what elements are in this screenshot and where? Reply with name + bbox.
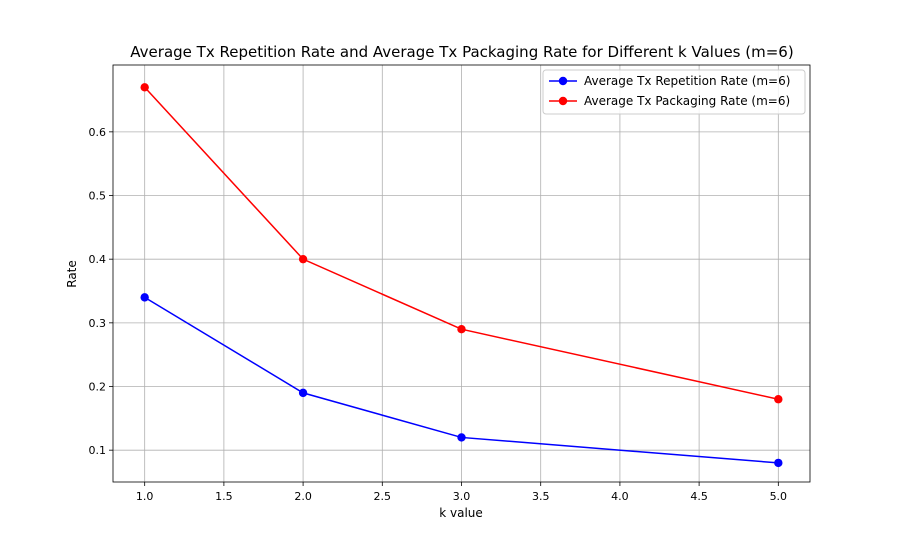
y-tick-label: 0.2 [89, 381, 107, 394]
legend-item: Average Tx Packaging Rate (m=6) [549, 94, 790, 108]
grid-lines [113, 65, 810, 482]
legend-label: Average Tx Repetition Rate (m=6) [584, 74, 790, 88]
data-point [298, 254, 308, 264]
y-axis-label: Rate [65, 260, 79, 288]
y-tick-label: 0.6 [89, 126, 107, 139]
x-tick-label: 4.0 [611, 490, 629, 503]
data-series [140, 83, 783, 468]
data-point [774, 395, 783, 404]
x-tick-label: 3.0 [453, 490, 471, 503]
legend-marker [558, 76, 568, 86]
x-axis: 1.0 1.5 2.0 2.5 3.0 3.5 4.0 4.5 5.0 [136, 482, 787, 503]
data-point [457, 433, 466, 442]
x-axis-label: k value [439, 506, 483, 520]
x-tick-label: 2.0 [294, 490, 312, 503]
legend-item: Average Tx Repetition Rate (m=6) [549, 74, 790, 88]
data-point [298, 388, 308, 398]
series-line [144, 296, 779, 464]
series-1 [140, 293, 783, 468]
x-tick-label: 2.5 [374, 490, 392, 503]
legend-label: Average Tx Packaging Rate (m=6) [584, 94, 790, 108]
x-tick-label: 3.5 [532, 490, 550, 503]
x-tick-label: 1.5 [215, 490, 233, 503]
legend-marker [558, 96, 568, 106]
data-point [140, 83, 149, 92]
y-tick-label: 0.3 [89, 317, 107, 330]
x-tick-label: 1.0 [136, 490, 154, 503]
data-point [140, 293, 149, 302]
chart-title: Average Tx Repetition Rate and Average T… [130, 43, 793, 61]
x-tick-label: 5.0 [770, 490, 788, 503]
y-tick-label: 0.1 [89, 444, 107, 457]
legend: Average Tx Repetition Rate (m=6) Average … [542, 69, 806, 115]
y-tick-label: 0.4 [89, 253, 107, 266]
y-axis: 0.1 0.2 0.3 0.4 0.5 0.6 [89, 126, 113, 457]
legend-box [542, 69, 806, 115]
data-point [457, 325, 466, 334]
data-point [774, 458, 783, 468]
series-2 [140, 83, 783, 404]
y-tick-label: 0.5 [89, 190, 107, 203]
series-line [144, 86, 779, 400]
x-tick-label: 4.5 [690, 490, 708, 503]
